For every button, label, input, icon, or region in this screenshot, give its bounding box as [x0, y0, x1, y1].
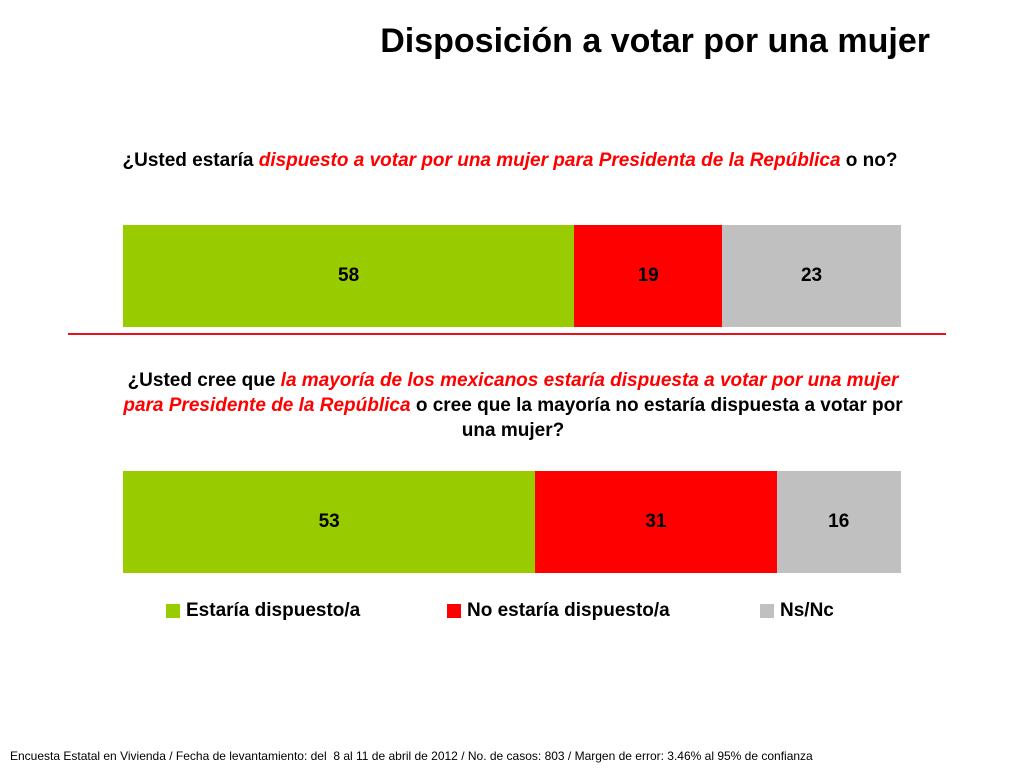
question-1-pre: ¿Usted estaría [122, 150, 259, 171]
bar-2-value-label-nsnc: 16 [828, 511, 850, 532]
bar-1-value-label-dispuesto: 58 [338, 265, 360, 286]
bar-1-segment-nsnc: 23 [722, 225, 901, 327]
question-2-post: o cree que la mayoría no estaría dispues… [410, 395, 903, 441]
bar-1-value-label-nsnc: 23 [800, 265, 823, 286]
legend-swatch-no-dispuesto [447, 604, 461, 618]
bar-1-segment-no-dispuesto: 19 [574, 225, 723, 327]
stacked-bar-1: 58 19 23 [123, 225, 901, 327]
legend-label-dispuesto: Estaría dispuesto/a [186, 600, 361, 621]
bar-2-segment-no-dispuesto: 31 [535, 471, 777, 573]
bar-1-value-label-no-dispuesto: 19 [637, 265, 659, 286]
legend-label-no-dispuesto: No estaría dispuesto/a [467, 600, 670, 621]
legend-item-no-dispuesto: No estaría dispuesto/a [447, 599, 670, 623]
bar-2-segment-dispuesto: 53 [123, 471, 536, 573]
bar-2-value-label-no-dispuesto: 31 [645, 511, 667, 532]
stacked-bar-2: 53 31 16 [123, 471, 901, 573]
question-2-highlight: la mayoría de los mexicanos estaría disp… [123, 370, 899, 416]
page-title: Disposición a votar por una mujer [380, 22, 930, 60]
legend-label-nsnc: Ns/Nc [780, 600, 834, 621]
bar-2-value-label-dispuesto: 53 [318, 511, 340, 532]
bar-2-segment-nsnc: 16 [776, 471, 901, 573]
legend-item-dispuesto: Estaría dispuesto/a [166, 599, 360, 623]
question-1: ¿Usted estaría dispuesto a votar por una… [120, 148, 900, 173]
question-2: ¿Usted cree que la mayoría de los mexica… [118, 368, 908, 443]
question-2-pre: ¿Usted cree que [127, 370, 281, 391]
chart-legend: Estaría dispuesto/a No estaría dispuesto… [0, 599, 1024, 623]
divider-line [68, 333, 946, 335]
question-1-post: o no? [840, 150, 898, 171]
legend-swatch-dispuesto [166, 604, 180, 618]
bar-1-segment-dispuesto: 58 [123, 225, 575, 327]
legend-item-nsnc: Ns/Nc [760, 599, 834, 623]
question-1-highlight: dispuesto a votar por una mujer para Pre… [258, 150, 841, 171]
survey-footnote: Encuesta Estatal en Vivienda / Fecha de … [10, 749, 813, 763]
legend-swatch-nsnc [760, 604, 774, 618]
